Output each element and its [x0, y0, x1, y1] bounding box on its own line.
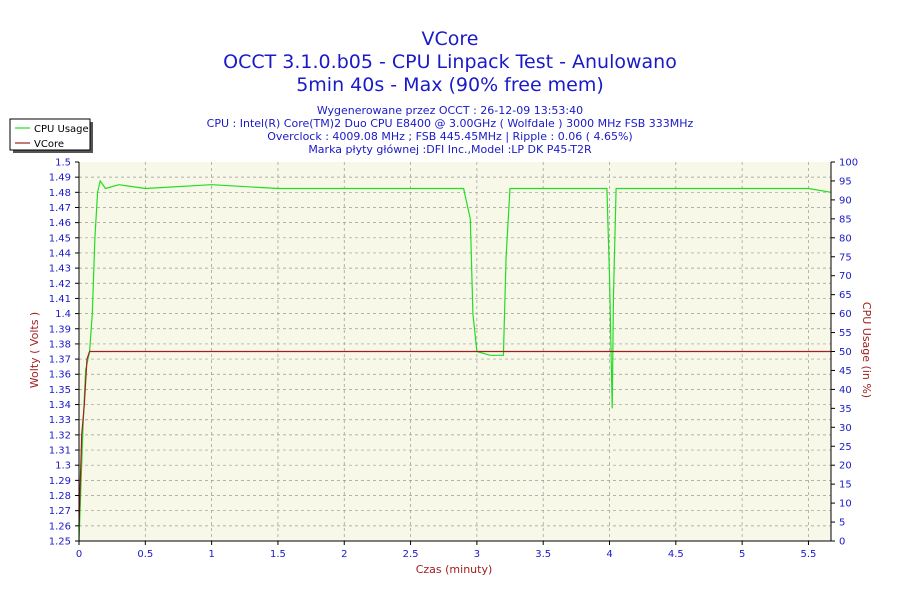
y-left-tick-label: 1.45: [49, 233, 71, 244]
y-left-tick-label: 1.46: [49, 218, 71, 229]
y-left-tick-label: 1.25: [49, 537, 71, 548]
series-line-cpu-usage: [78, 179, 832, 542]
y-right-tick-label: 85: [839, 214, 852, 225]
x-tick-label: 0: [76, 549, 82, 560]
info-line: Marka płyty głównej :DFI Inc.,Model :LP …: [308, 143, 592, 156]
y-right-tick-label: 65: [839, 290, 852, 301]
y-right-tick-label: 20: [839, 461, 852, 472]
y-left-tick-label: 1.36: [49, 370, 71, 381]
x-tick-label: 3: [474, 549, 480, 560]
x-axis-ticks: 0 0.5 1 1.5 2 2.5 3 3.5 4 4.5 5 5.5: [76, 541, 817, 560]
title-line: 5min 40s - Max (90% free mem): [296, 74, 604, 96]
y-right-tick-label: 40: [839, 385, 852, 396]
y-left-tick-label: 1.5: [55, 158, 71, 169]
title-line: OCCT 3.1.0.b05 - CPU Linpack Test - Anul…: [223, 51, 677, 73]
info-line: CPU : Intel(R) Core(TM)2 Duo CPU E8400 @…: [207, 117, 694, 130]
gridlines: [79, 162, 831, 541]
y-left-tick-label: 1.43: [49, 264, 71, 275]
y-right-tick-label: 50: [839, 347, 852, 358]
y-right-axis-ticks: 0 5 10 15 20 25 30 35 40 45 50 55 60 65 70 75 80 85 90 95 10…: [831, 158, 858, 548]
y-left-tick-label: 1.41: [49, 294, 71, 305]
series-line-vcore: [78, 350, 831, 526]
x-tick-label: 2.5: [403, 549, 419, 560]
y-right-tick-label: 10: [839, 499, 852, 510]
y-right-tick-label: 25: [839, 442, 852, 453]
y-left-axis-label: Wolty ( Volts ): [28, 312, 41, 388]
y-right-tick-label: 90: [839, 195, 852, 206]
x-tick-label: 0.5: [137, 549, 153, 560]
y-left-tick-label: 1.38: [49, 339, 71, 350]
x-tick-label: 2: [341, 549, 347, 560]
y-left-tick-label: 1.44: [49, 248, 71, 259]
y-left-tick-label: 1.33: [49, 415, 71, 426]
y-right-axis-label: CPU Usage (in %): [860, 302, 873, 398]
y-left-tick-label: 1.3: [55, 461, 71, 472]
y-right-tick-label: 30: [839, 423, 852, 434]
legend-label-vcore: VCore: [34, 139, 64, 150]
y-right-tick-label: 70: [839, 271, 852, 282]
y-left-tick-label: 1.32: [49, 430, 71, 441]
y-right-tick-label: 55: [839, 328, 852, 339]
title-line: VCore: [422, 28, 479, 50]
y-right-tick-label: 75: [839, 252, 852, 263]
y-right-tick-label: 95: [839, 176, 852, 187]
y-right-tick-label: 45: [839, 366, 852, 377]
y-left-tick-label: 1.35: [49, 385, 71, 396]
y-right-tick-label: 35: [839, 404, 852, 415]
y-left-tick-label: 1.29: [49, 476, 71, 487]
x-tick-label: 1.5: [270, 549, 286, 560]
y-left-axis-ticks: 1.25 1.26 1.27 1.28 1.29 1.3 1.31 1.32 1.33 1.34 1…: [49, 158, 79, 548]
x-tick-label: 4.5: [668, 549, 684, 560]
y-right-tick-label: 15: [839, 480, 852, 491]
y-right-tick-label: 80: [839, 233, 852, 244]
x-tick-label: 5: [739, 549, 745, 560]
x-tick-label: 4: [606, 549, 612, 560]
y-left-tick-label: 1.31: [49, 446, 71, 457]
y-right-tick-label: 100: [839, 158, 858, 169]
axis-frame: [78, 162, 832, 542]
y-left-tick-label: 1.27: [49, 506, 71, 517]
y-left-tick-label: 1.37: [49, 355, 71, 366]
y-left-tick-label: 1.26: [49, 521, 71, 532]
info-line: Overclock : 4009.08 MHz ; FSB 445.45MHz …: [267, 130, 632, 143]
x-tick-label: 1: [208, 549, 214, 560]
x-axis-label: Czas (minuty): [416, 563, 493, 576]
y-left-tick-label: 1.39: [49, 324, 71, 335]
y-left-tick-label: 1.42: [49, 279, 71, 290]
x-tick-label: 3.5: [535, 549, 551, 560]
y-left-tick-label: 1.28: [49, 491, 71, 502]
x-tick-label: 5.5: [801, 549, 817, 560]
y-right-tick-label: 5: [839, 518, 845, 529]
y-left-tick-label: 1.49: [49, 173, 71, 184]
y-right-tick-label: 0: [839, 537, 845, 548]
y-left-tick-label: 1.48: [49, 188, 71, 199]
legend-label-cpu-usage: CPU Usage: [34, 124, 89, 135]
series-lines: [78, 179, 832, 542]
y-left-tick-label: 1.47: [49, 203, 71, 214]
y-left-tick-label: 1.34: [49, 400, 71, 411]
info-line: Wygenerowane przez OCCT : 26-12-09 13:53…: [317, 104, 583, 117]
legend: CPU Usage VCore: [9, 118, 93, 153]
y-right-tick-label: 60: [839, 309, 852, 320]
y-left-tick-label: 1.4: [55, 309, 71, 320]
legend-box: [9, 118, 91, 151]
